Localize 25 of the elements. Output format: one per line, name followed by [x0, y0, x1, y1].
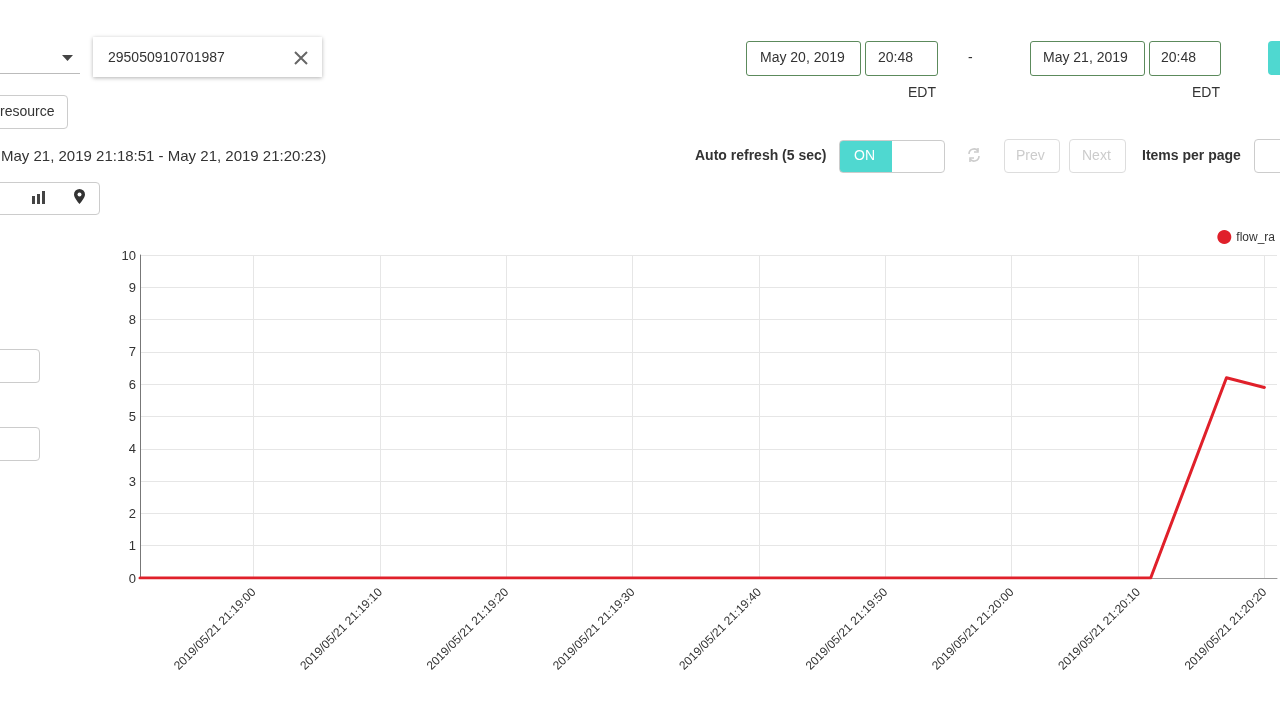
- y-tick-label: 10: [121, 247, 136, 263]
- legend-label: flow_ra: [1236, 230, 1276, 244]
- y-tick-label: 1: [128, 538, 136, 554]
- text: 20:48: [878, 49, 914, 65]
- y-tick-label: 2: [128, 505, 136, 521]
- text: May 20, 2019: [760, 49, 845, 65]
- text: EDT: [1192, 84, 1220, 100]
- y-tick-label: 3: [128, 473, 136, 489]
- y-tick-label: 7: [128, 344, 136, 360]
- text: resource: [0, 103, 55, 119]
- y-tick-label: 4: [128, 441, 136, 457]
- text: Auto refresh (5 sec): [695, 147, 827, 163]
- text: 20:48: [1161, 49, 1197, 65]
- text: May 21, 2019: [1043, 49, 1128, 65]
- text: Items per page: [1142, 147, 1241, 163]
- text: ON: [854, 147, 875, 163]
- text: 295050910701987: [108, 49, 225, 65]
- text: -: [968, 49, 973, 65]
- y-tick-label: 8: [128, 312, 136, 328]
- y-tick-label: 0: [128, 570, 136, 586]
- text: EDT: [908, 84, 936, 100]
- chart-subtitle: May 21, 2019 21:18:51 - May 21, 2019 21:20:23): [1, 147, 327, 164]
- y-tick-label: 9: [128, 279, 136, 295]
- y-tick-label: 6: [128, 376, 136, 392]
- y-tick-label: 5: [128, 409, 136, 424]
